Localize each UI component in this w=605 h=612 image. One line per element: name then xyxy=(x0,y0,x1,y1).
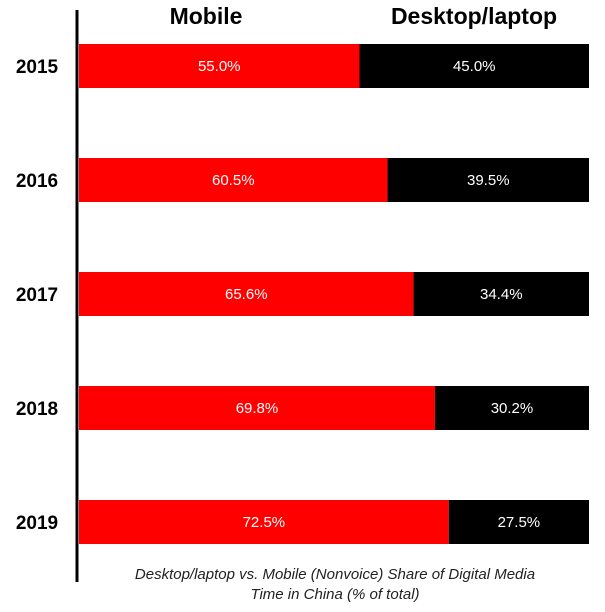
value-label-mobile-2016: 60.5% xyxy=(212,172,255,189)
bar-row-2019: 2019 72.5% 27.5% xyxy=(16,500,589,544)
bar-desktop-laptop-2017 xyxy=(413,272,589,316)
value-label-mobile-2015: 55.0% xyxy=(198,58,241,75)
value-label-desktop-laptop-2019: 27.5% xyxy=(498,514,541,531)
year-label-2017: 2017 xyxy=(16,285,58,306)
bar-desktop-laptop-2016 xyxy=(387,158,589,202)
value-label-desktop-laptop-2015: 45.0% xyxy=(453,58,496,75)
value-label-mobile-2017: 65.6% xyxy=(225,286,268,303)
bar-desktop-laptop-2018 xyxy=(434,386,589,430)
legend: Mobile Desktop/laptop xyxy=(170,3,557,29)
caption-line-2: Time in China (% of total) xyxy=(250,586,419,603)
legend-label-desktop-laptop: Desktop/laptop xyxy=(391,3,557,29)
bar-row-2017: 2017 65.6% 34.4% xyxy=(16,272,589,316)
value-label-desktop-laptop-2016: 39.5% xyxy=(467,172,510,189)
value-label-mobile-2018: 69.8% xyxy=(236,400,279,417)
year-label-2015: 2015 xyxy=(16,57,59,78)
value-label-desktop-laptop-2017: 34.4% xyxy=(480,286,523,303)
bar-mobile-2019 xyxy=(79,500,449,544)
value-label-desktop-laptop-2018: 30.2% xyxy=(491,400,534,417)
year-label-2018: 2018 xyxy=(16,399,58,420)
caption-line-1: Desktop/laptop vs. Mobile (Nonvoice) Sha… xyxy=(135,566,535,583)
bar-row-2018: 2018 69.8% 30.2% xyxy=(16,386,589,430)
bar-row-2015: 2015 55.0% 45.0% xyxy=(16,44,589,88)
bar-mobile-2017 xyxy=(79,272,414,316)
bar-mobile-2018 xyxy=(79,386,435,430)
bar-mobile-2015 xyxy=(79,44,360,88)
bars: 2015 55.0% 45.0% 2016 60.5% 39.5% 2017 65.6% 34.… xyxy=(16,44,589,544)
bar-desktop-laptop-2015 xyxy=(359,44,589,88)
year-label-2016: 2016 xyxy=(16,171,58,192)
bar-desktop-laptop-2019 xyxy=(448,500,589,544)
caption: Desktop/laptop vs. Mobile (Nonvoice) Sha… xyxy=(135,566,535,603)
bar-mobile-2016 xyxy=(79,158,388,202)
bar-row-2016: 2016 60.5% 39.5% xyxy=(16,158,589,202)
year-label-2019: 2019 xyxy=(16,513,58,534)
legend-label-mobile: Mobile xyxy=(170,3,243,29)
value-label-mobile-2019: 72.5% xyxy=(243,514,286,531)
